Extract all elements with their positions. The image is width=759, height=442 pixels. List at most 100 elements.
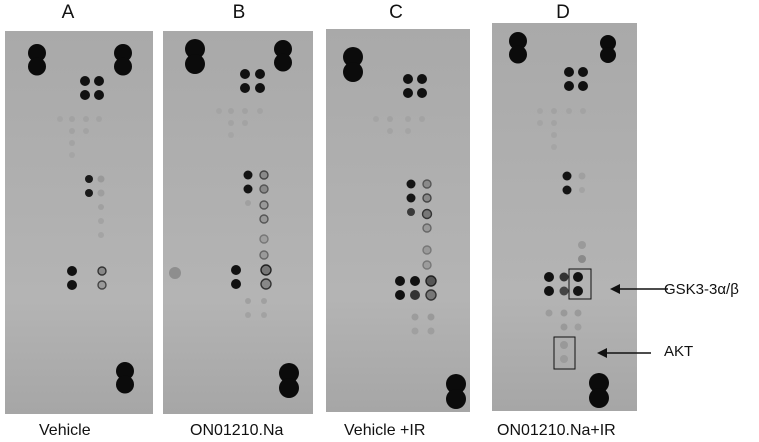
blot-spot	[578, 255, 586, 263]
blot-spot	[98, 218, 104, 224]
blot-spot	[216, 108, 222, 114]
panel-letter-b: B	[232, 2, 246, 23]
blot-spot	[417, 88, 427, 98]
gsk-box	[568, 268, 592, 300]
blot-spot	[410, 290, 420, 300]
blot-spot	[259, 250, 269, 260]
blot-spot	[578, 81, 588, 91]
blot-spot	[231, 279, 241, 289]
blot-spot	[562, 185, 572, 195]
blot-panel-b	[163, 31, 313, 414]
blot-spot	[228, 132, 234, 138]
blot-spot	[419, 116, 425, 122]
blot-spot	[259, 214, 269, 224]
blot-spot	[96, 116, 102, 122]
blot-spot	[544, 272, 554, 282]
blot-spot	[94, 90, 104, 100]
blot-spot	[387, 116, 393, 122]
blot-spot	[83, 128, 89, 134]
blot-spot	[257, 108, 263, 114]
blot-spot	[279, 378, 299, 398]
blot-spot	[259, 200, 269, 210]
panel-letter-a: A	[61, 2, 75, 23]
blot-spot	[573, 286, 583, 296]
blot-spot	[446, 374, 466, 394]
blot-spot	[573, 272, 583, 282]
blot-spot	[259, 184, 269, 194]
blot-spots-b	[169, 39, 299, 398]
akt-arrow	[597, 348, 651, 358]
blot-spot	[406, 179, 416, 189]
blot-spot	[255, 69, 265, 79]
blot-spot	[574, 309, 582, 317]
blot-spot	[69, 128, 75, 134]
blot-spot	[410, 276, 420, 286]
caption-vehicle-ir: Vehicle +IR	[344, 422, 426, 439]
blot-spots-a	[28, 44, 134, 394]
gsk-label: GSK3-3α/β	[664, 281, 739, 298]
blot-spot	[185, 39, 205, 59]
caption-on01210-na-ir: ON01210.Na+IR	[497, 422, 616, 439]
blot-spot	[425, 289, 437, 301]
blot-spot	[422, 223, 432, 233]
blot-spot	[559, 272, 569, 282]
blot-spot	[94, 76, 104, 86]
blot-spot	[97, 175, 105, 183]
blot-spot	[574, 323, 582, 331]
blot-spot	[579, 187, 585, 193]
blot-spot	[411, 327, 419, 335]
blot-spot	[260, 264, 272, 276]
blot-spot	[85, 189, 93, 197]
blot-spot	[551, 120, 557, 126]
blot-spot	[114, 57, 132, 76]
gsk-arrow	[610, 284, 668, 294]
blot-spot	[564, 67, 574, 77]
blot-spot	[589, 373, 609, 393]
blot-spot	[69, 116, 75, 122]
blot-spot	[97, 280, 107, 290]
blot-spot	[562, 171, 572, 181]
blot-spot	[343, 62, 363, 82]
blot-spot	[98, 204, 104, 210]
blot-spot	[407, 208, 415, 216]
blot-spot	[85, 175, 93, 183]
blot-spot	[600, 35, 616, 51]
blot-spot	[427, 327, 435, 335]
blot-spot	[545, 309, 553, 317]
blot-spot	[67, 266, 77, 276]
blot-spot	[421, 208, 433, 220]
blot-spot	[509, 45, 527, 64]
blot-spot	[446, 389, 466, 409]
blot-spot	[537, 120, 543, 126]
blot-spot	[589, 388, 609, 408]
blot-spot	[116, 375, 134, 394]
blot-spot	[578, 172, 586, 180]
blot-spot	[395, 290, 405, 300]
blot-spot	[395, 276, 405, 286]
blot-spot	[28, 44, 46, 62]
blot-spot	[242, 108, 248, 114]
blot-spot	[28, 57, 46, 76]
blot-spot	[403, 88, 413, 98]
blot-spot	[343, 47, 363, 67]
blot-spot	[261, 312, 267, 318]
blot-panel-d	[492, 23, 637, 411]
blot-spot	[97, 266, 107, 276]
blot-spot	[185, 54, 205, 74]
blot-spot	[259, 170, 269, 180]
blot-spot	[560, 355, 568, 363]
blot-spot	[114, 44, 132, 62]
blot-spot	[255, 83, 265, 93]
panel-letter-c: C	[389, 2, 403, 23]
blot-spot	[243, 170, 253, 180]
blot-spot	[560, 309, 568, 317]
blot-spot	[83, 116, 89, 122]
blot-spot	[69, 152, 75, 158]
akt-box	[553, 336, 576, 370]
blot-spot	[403, 74, 413, 84]
blot-spot	[80, 76, 90, 86]
blot-spot	[580, 108, 586, 114]
blot-spot	[422, 193, 432, 203]
blot-spot	[537, 108, 543, 114]
blot-spot	[544, 286, 554, 296]
